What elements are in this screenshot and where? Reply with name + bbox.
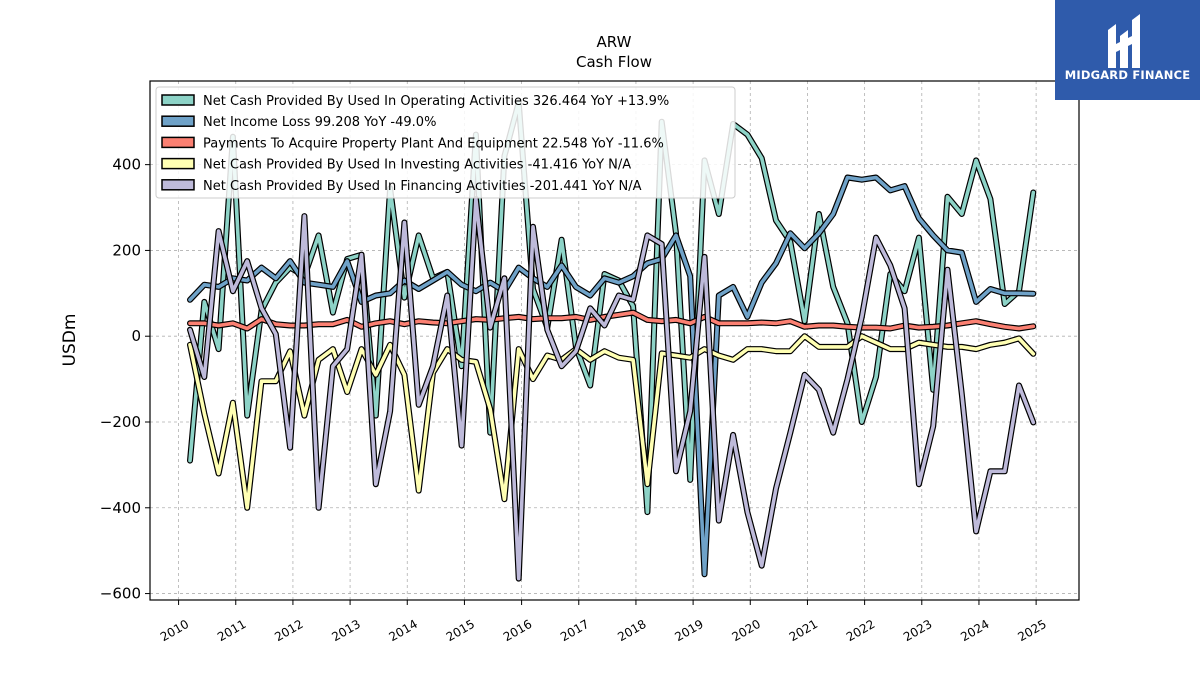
x-tick-label: 2014 [387,617,420,644]
x-tick-label: 2012 [272,617,305,644]
x-tick-label: 2018 [615,617,648,644]
legend-swatch-4 [161,179,195,191]
series-line-1 [188,175,1036,577]
legend-label-2: Payments To Acquire Property Plant And E… [203,136,664,151]
legend-label-1: Net Income Loss 99.208 YoY -49.0% [203,115,436,130]
x-tick-label: 2016 [501,617,534,644]
y-tick-label: −200 [100,413,141,431]
legend-label-4: Net Cash Provided By Used In Financing A… [203,179,642,194]
x-tick-label: 2025 [1015,617,1048,644]
legend-swatch-3 [161,157,195,170]
x-tick-label: 2011 [215,617,248,644]
brand-logo: MIDGARD FINANCE [1055,0,1200,100]
legend-swatch-2 [161,136,195,149]
x-tick-label: 2022 [844,617,877,644]
x-tick-label: 2010 [158,617,191,644]
y-tick-label: −600 [100,585,141,603]
series-line-4 [188,197,1036,581]
x-tick-label: 2013 [329,617,362,644]
x-tick-label: 2021 [787,617,820,644]
series-line-3 [188,334,1036,510]
brand-name: MIDGARD FINANCE [1064,68,1191,82]
series-outline-4 [187,196,1037,582]
y-axis-ticks: −600 −400 −200 0 200 400 [100,156,150,603]
y-axis-label: USDm [60,314,80,367]
y-tick-label: 200 [112,241,141,259]
series-lines [187,99,1037,582]
plot-frame [149,80,1080,601]
legend-swatch-0 [161,94,195,106]
x-tick-label: 2015 [444,617,477,644]
y-tick-label: 0 [131,327,141,345]
chart-subtitle: Cash Flow [576,53,652,71]
legend-label-0: Net Cash Provided By Used In Operating A… [203,94,669,109]
x-tick-label: 2019 [672,617,705,644]
midgard-logo-icon [1108,14,1140,68]
legend-label-3: Net Cash Provided By Used In Investing A… [203,158,631,173]
x-axis-ticks: 2010 2011 2012 2013 2014 2015 2016 2017 2018 2019… [158,600,1049,644]
x-tick-label: 2024 [958,617,991,644]
legend: Net Cash Provided By Used In Operating A… [155,86,736,199]
legend-box [155,86,736,199]
x-tick-label: 2023 [901,617,934,644]
x-tick-label: 2020 [730,617,763,644]
chart-title: ARW [597,33,632,51]
x-tick-label: 2017 [558,617,591,644]
legend-swatch-1 [161,115,195,127]
y-tick-label: 400 [112,156,141,174]
y-tick-label: −400 [100,499,141,517]
